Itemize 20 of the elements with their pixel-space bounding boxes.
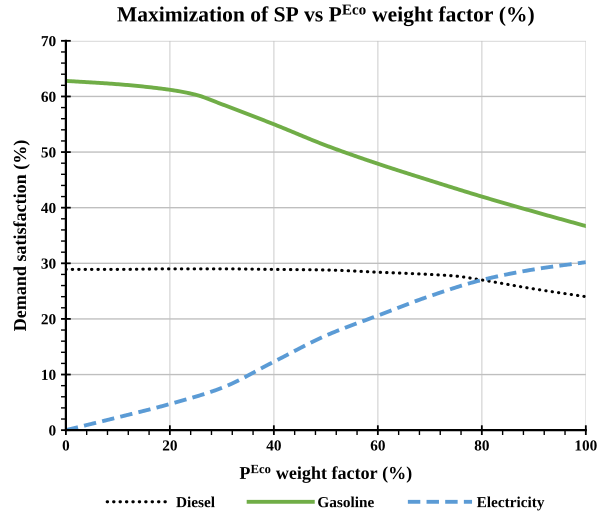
y-tick-label: 20 <box>42 314 56 324</box>
y-tick-label: 10 <box>42 370 56 380</box>
y-tick-label: 70 <box>42 36 56 46</box>
y-tick-label: 40 <box>41 202 56 214</box>
y-axis-title: Demand satisfaction (%) <box>13 140 30 331</box>
chart-title: Maximization of SP vs P$^{Eco}$ weight factor (%) <box>117 4 534 26</box>
legend-label: Gasoline <box>318 496 374 508</box>
x-tick-label: 80 <box>474 440 489 451</box>
y-tick-label: 60 <box>41 92 56 102</box>
y-tick-label: 0 <box>49 425 56 436</box>
y-tick-label: 50 <box>42 147 56 158</box>
legend-label: Diesel <box>176 496 215 508</box>
x-tick-label: 100 <box>576 440 597 451</box>
x-axis-title: P$^{Eco}$ weight factor (%) <box>240 464 412 483</box>
y-tick-label: 30 <box>41 258 56 269</box>
x-tick-label: 0 <box>62 440 70 451</box>
x-tick-label: 60 <box>370 440 385 451</box>
x-tick-label: 20 <box>162 440 177 451</box>
legend-label: Electricity <box>476 496 544 510</box>
x-tick-label: 40 <box>266 440 281 451</box>
